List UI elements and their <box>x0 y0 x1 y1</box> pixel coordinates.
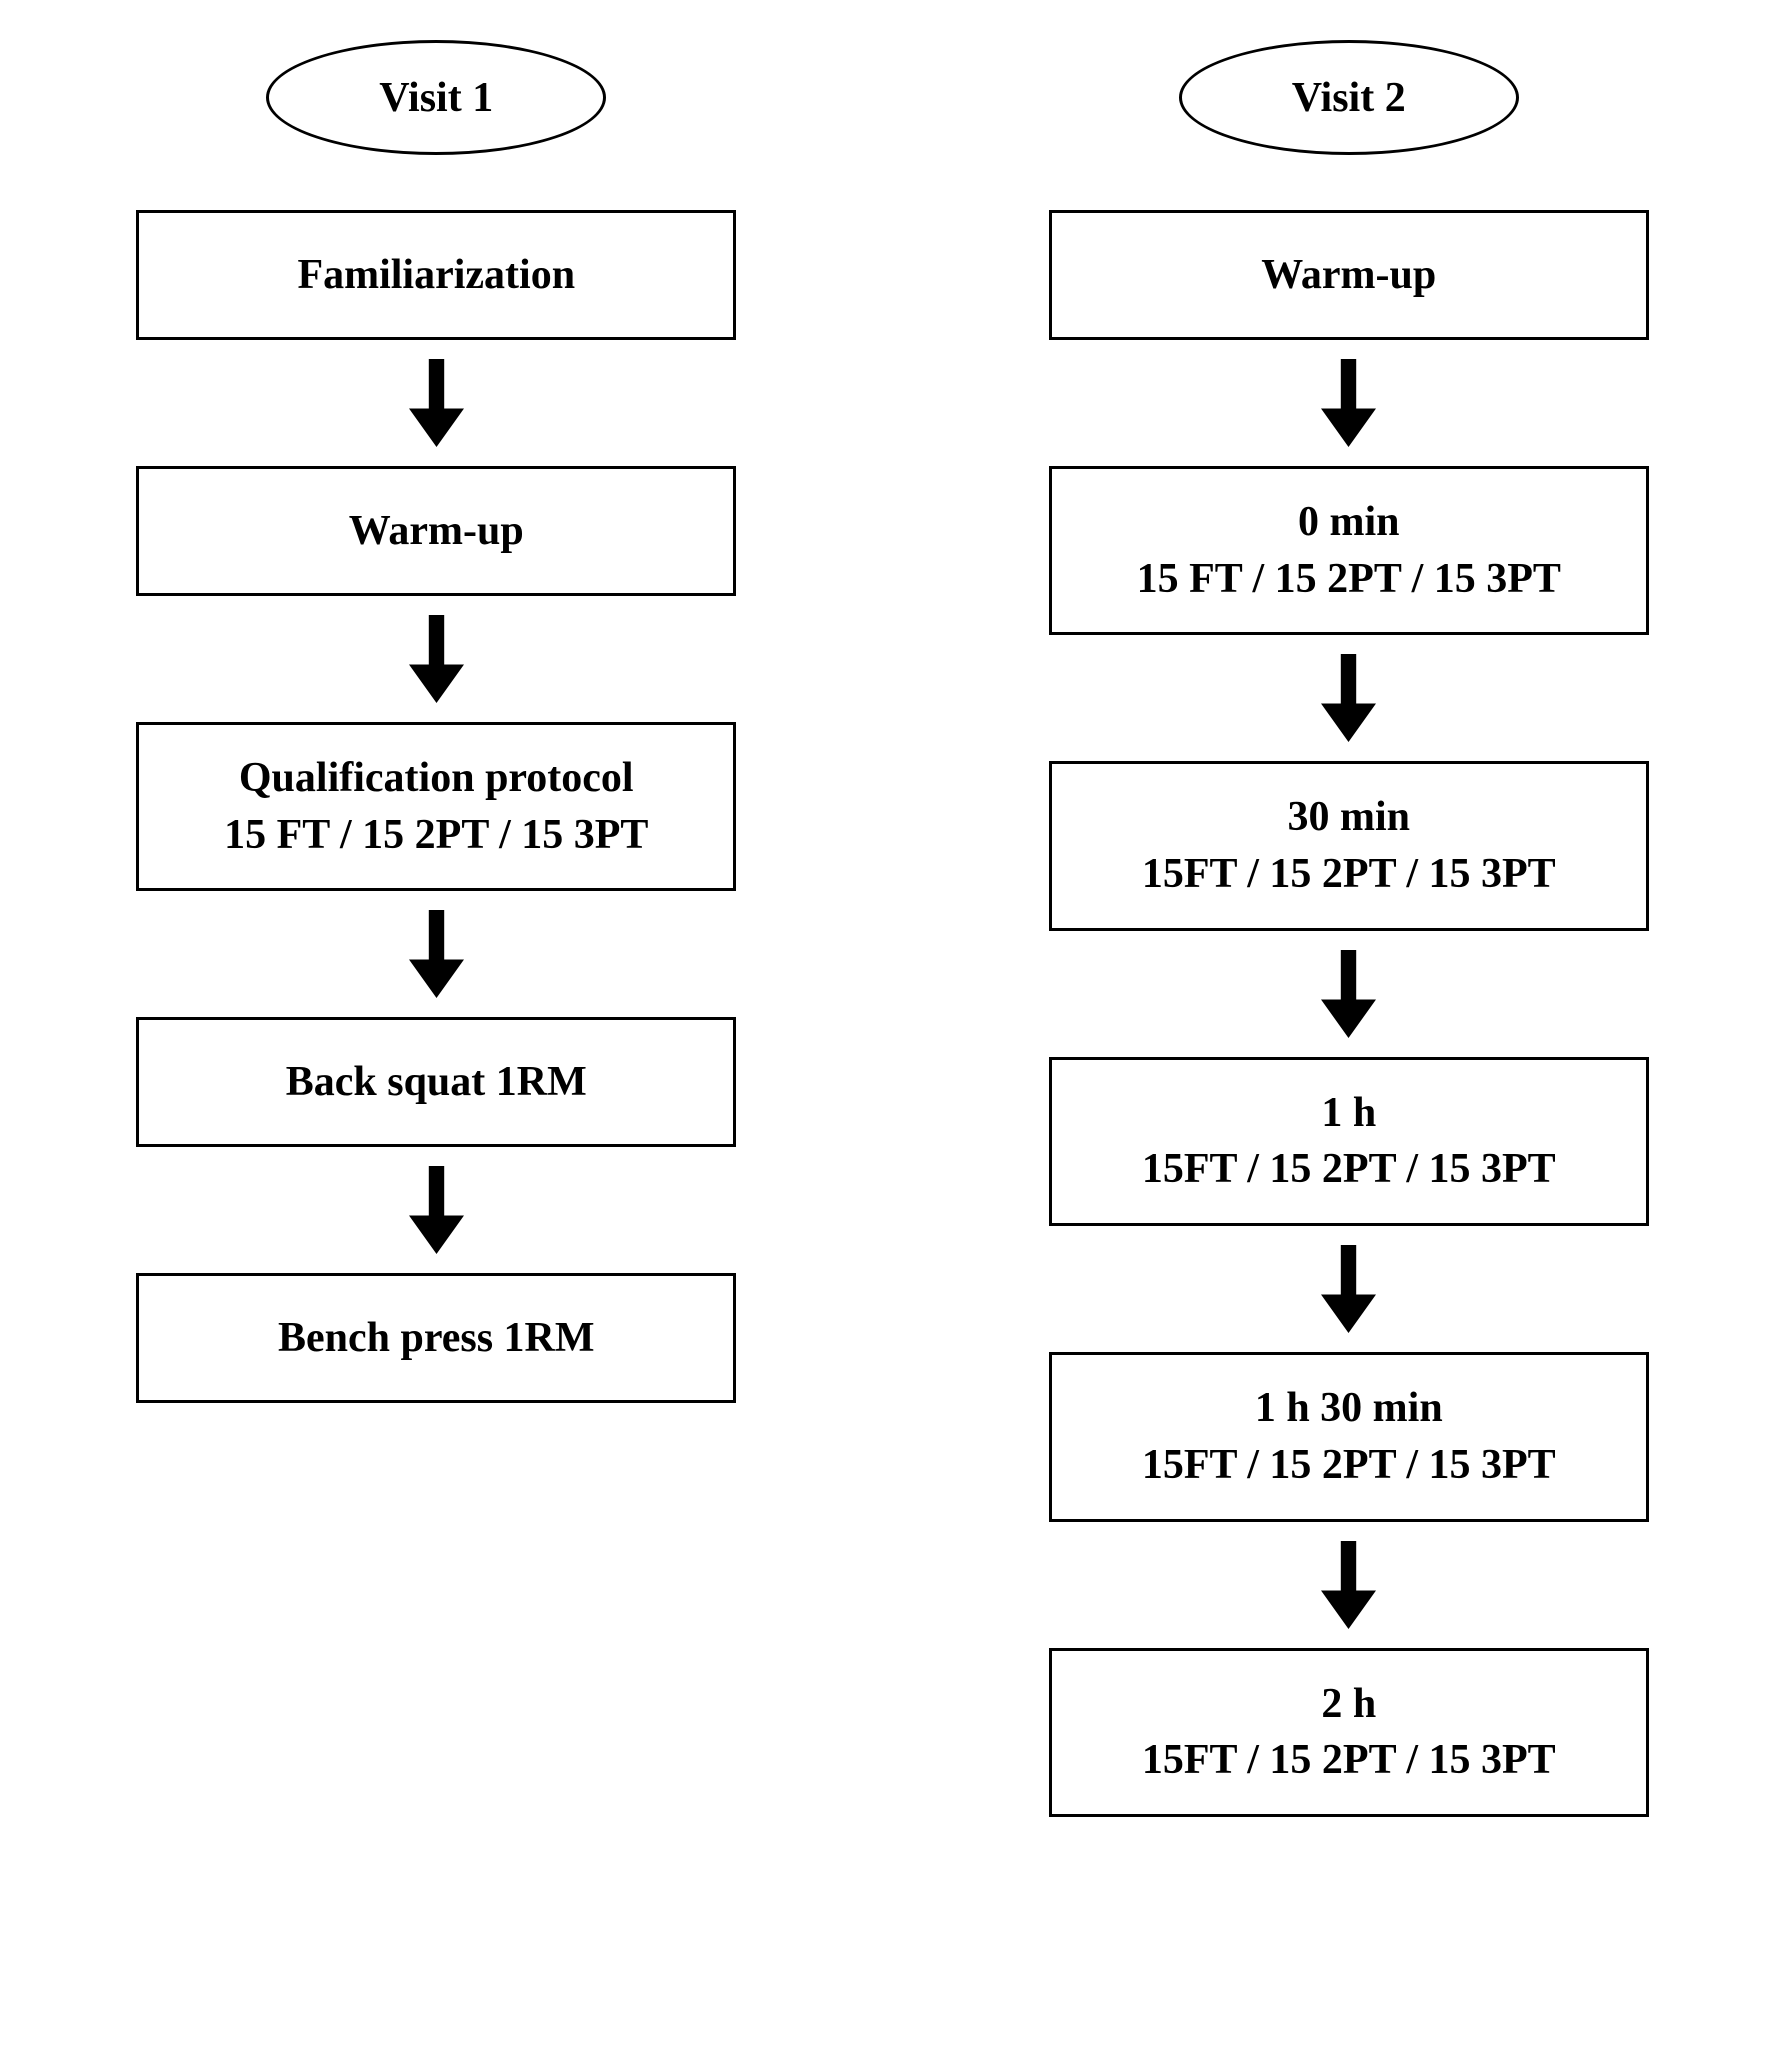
arrow-down-icon <box>1321 635 1376 761</box>
step-text: 2 h <box>1321 1676 1376 1733</box>
step-box: Warm-up <box>136 466 736 596</box>
step-text: Qualification protocol <box>239 750 634 807</box>
column-visit-1: Visit 1 Familiarization Warm-up Qualific… <box>80 40 793 1817</box>
arrow-down-icon <box>1321 1226 1376 1352</box>
column-visit-2: Visit 2 Warm-up 0 min 15 FT / 15 2PT / 1… <box>993 40 1706 1817</box>
step-text: Warm-up <box>1261 247 1436 304</box>
step-text: 15FT / 15 2PT / 15 3PT <box>1142 846 1556 903</box>
header-label-visit-2: Visit 2 <box>1292 74 1406 122</box>
step-text: 1 h <box>1321 1085 1376 1142</box>
step-box: 2 h 15FT / 15 2PT / 15 3PT <box>1049 1648 1649 1817</box>
step-box: 30 min 15FT / 15 2PT / 15 3PT <box>1049 761 1649 930</box>
step-box: Warm-up <box>1049 210 1649 340</box>
step-text: 15 FT / 15 2PT / 15 3PT <box>1137 551 1561 608</box>
step-box: 1 h 15FT / 15 2PT / 15 3PT <box>1049 1057 1649 1226</box>
header-ellipse-visit-2: Visit 2 <box>1179 40 1519 155</box>
flowchart-container: Visit 1 Familiarization Warm-up Qualific… <box>80 40 1705 1817</box>
arrow-down-icon <box>409 596 464 722</box>
step-text: Familiarization <box>297 247 575 304</box>
arrow-down-icon <box>409 1147 464 1273</box>
step-box: 1 h 30 min 15FT / 15 2PT / 15 3PT <box>1049 1352 1649 1521</box>
step-box: 0 min 15 FT / 15 2PT / 15 3PT <box>1049 466 1649 635</box>
step-box: Back squat 1RM <box>136 1017 736 1147</box>
step-text: 1 h 30 min <box>1255 1380 1443 1437</box>
step-text: 15 FT / 15 2PT / 15 3PT <box>224 807 648 864</box>
step-text: Warm-up <box>349 503 524 560</box>
header-label-visit-1: Visit 1 <box>379 74 493 122</box>
arrow-down-icon <box>409 891 464 1017</box>
step-text: 30 min <box>1287 789 1410 846</box>
arrow-down-icon <box>1321 340 1376 466</box>
step-text: 15FT / 15 2PT / 15 3PT <box>1142 1732 1556 1789</box>
arrow-down-icon <box>409 340 464 466</box>
step-box: Qualification protocol 15 FT / 15 2PT / … <box>136 722 736 891</box>
step-box: Bench press 1RM <box>136 1273 736 1403</box>
step-text: Back squat 1RM <box>286 1054 587 1111</box>
step-text: 15FT / 15 2PT / 15 3PT <box>1142 1437 1556 1494</box>
arrow-down-icon <box>1321 931 1376 1057</box>
step-box: Familiarization <box>136 210 736 340</box>
step-text: Bench press 1RM <box>278 1310 595 1367</box>
header-ellipse-visit-1: Visit 1 <box>266 40 606 155</box>
step-text: 15FT / 15 2PT / 15 3PT <box>1142 1141 1556 1198</box>
step-text: 0 min <box>1298 494 1400 551</box>
arrow-down-icon <box>1321 1522 1376 1648</box>
